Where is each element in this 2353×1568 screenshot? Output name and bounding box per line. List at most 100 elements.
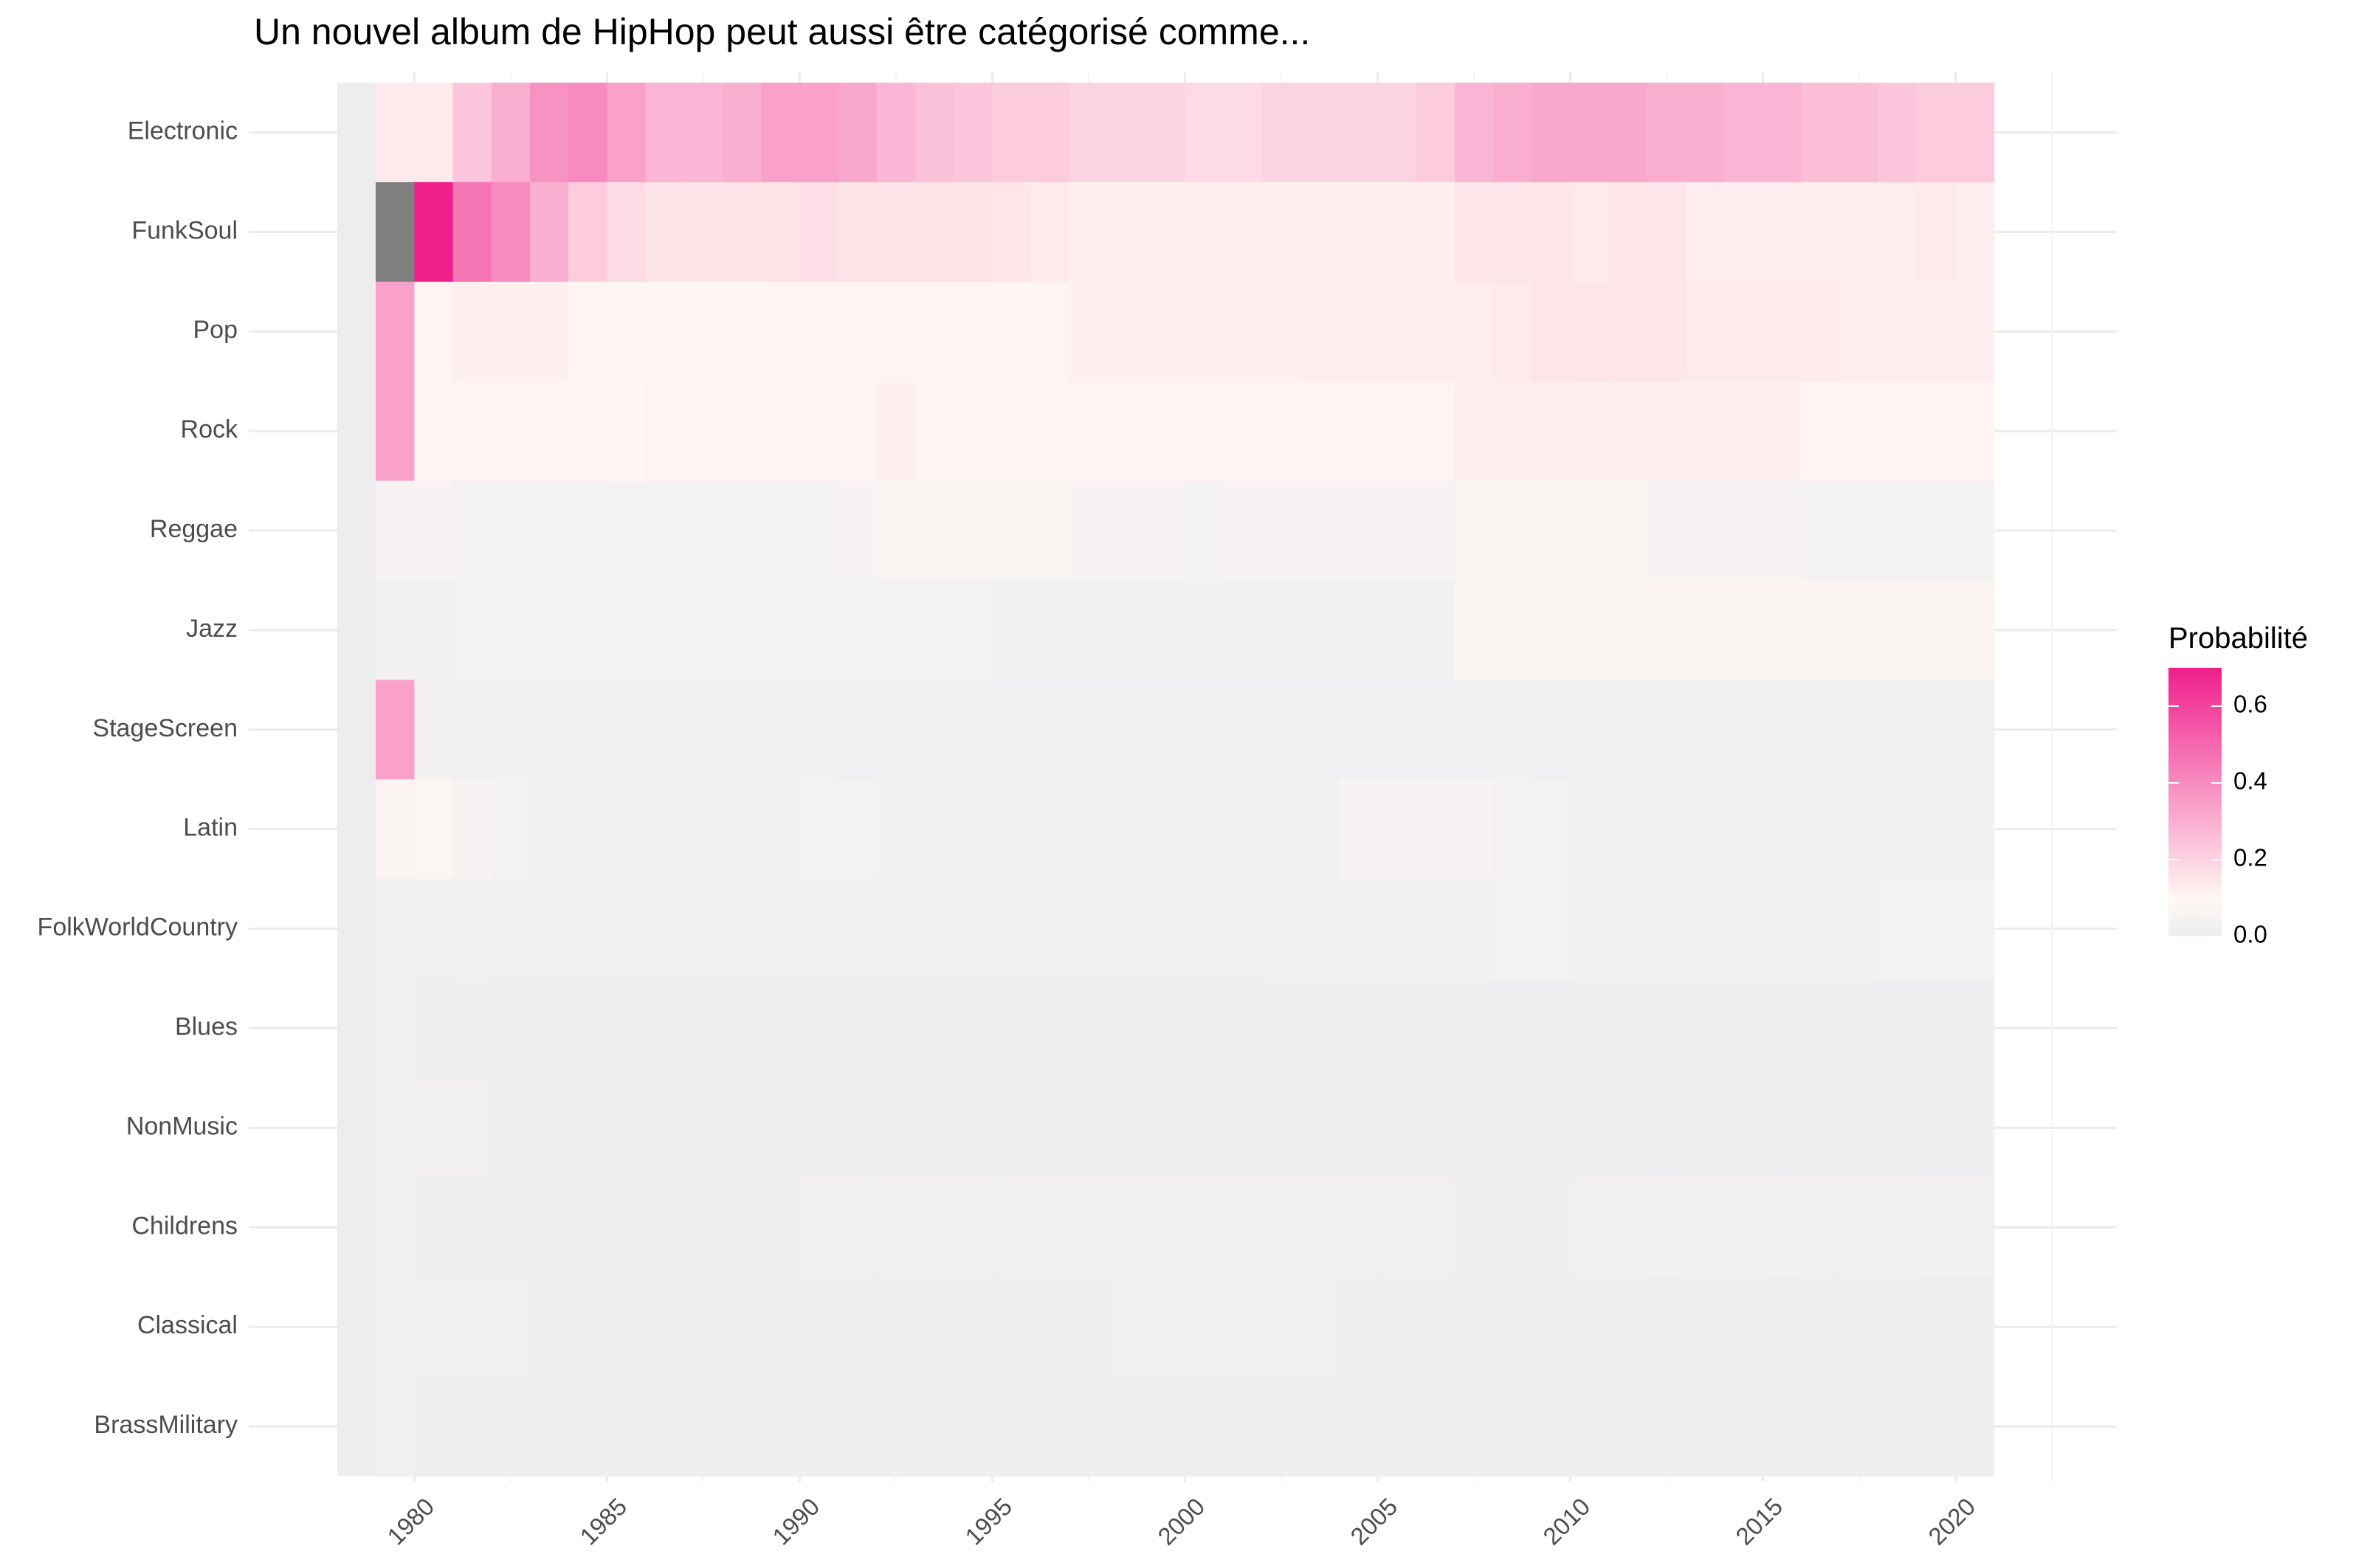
- heatmap-cell: [915, 1078, 954, 1178]
- heatmap-cell: [1917, 879, 1956, 979]
- heatmap-cell: [683, 580, 723, 680]
- heatmap-cell: [414, 680, 454, 780]
- y-tick-label: Pop: [193, 316, 238, 344]
- heatmap-cell: [1223, 1376, 1263, 1477]
- heatmap-cell: [1339, 580, 1378, 680]
- y-tick-label: BrassMilitary: [94, 1411, 238, 1439]
- heatmap-cell: [954, 83, 993, 183]
- heatmap-cell: [1801, 182, 1841, 283]
- heatmap-cell: [1570, 680, 1610, 780]
- heatmap-cell: [1839, 83, 1879, 183]
- heatmap-cell: [414, 879, 454, 979]
- heatmap-cell: [1454, 779, 1494, 880]
- heatmap-cell: [1917, 182, 1956, 283]
- heatmap-cell: [683, 1376, 723, 1477]
- heatmap-cell: [1839, 182, 1879, 283]
- heatmap-cell: [761, 1376, 800, 1477]
- heatmap-cell: [1570, 1277, 1610, 1378]
- heatmap-cell: [723, 480, 762, 581]
- heatmap-cell: [1030, 978, 1070, 1079]
- heatmap-cell: [1416, 779, 1455, 880]
- heatmap-cell: [1185, 480, 1224, 581]
- heatmap-cell: [452, 680, 492, 780]
- heatmap-cell: [1108, 580, 1147, 680]
- heatmap-cell: [1917, 1376, 1956, 1477]
- heatmap-cell: [1532, 182, 1571, 283]
- heatmap-cell: [1724, 1078, 1763, 1178]
- heatmap-cell: [1416, 381, 1455, 482]
- heatmap-cell: [1493, 580, 1532, 680]
- heatmap-cell: [954, 480, 993, 581]
- heatmap-cell: [761, 680, 800, 780]
- heatmap-cell: [1570, 580, 1610, 680]
- heatmap-cell: [1146, 1078, 1185, 1178]
- heatmap-cell: [1532, 281, 1571, 382]
- heatmap-cell: [1532, 1078, 1571, 1178]
- heatmap-cell: [1339, 281, 1378, 382]
- heatmap-cell: [954, 879, 993, 979]
- heatmap-cell: [1839, 1177, 1879, 1278]
- heatmap-cell: [1532, 1277, 1571, 1378]
- heatmap-cell: [1763, 1078, 1802, 1178]
- heatmap-cell: [452, 779, 492, 880]
- heatmap-cell: [1300, 978, 1340, 1079]
- heatmap-cell: [992, 879, 1032, 979]
- heatmap-cell: [1686, 281, 1725, 382]
- heatmap-cell: [1878, 182, 1918, 283]
- heatmap-cell: [1493, 779, 1532, 880]
- heatmap-cell: [1377, 879, 1417, 979]
- heatmap-cell: [452, 879, 492, 979]
- heatmap-cell: [1570, 381, 1610, 482]
- heatmap-cell: [376, 182, 415, 283]
- heatmap-cell: [1839, 281, 1879, 382]
- heatmap-cell: [1493, 1277, 1532, 1378]
- heatmap-cell: [1069, 480, 1109, 581]
- heatmap-cell: [1917, 779, 1956, 880]
- heatmap-cell: [1300, 381, 1340, 482]
- heatmap-cell: [1454, 680, 1494, 780]
- heatmap-cell: [1647, 1277, 1687, 1378]
- heatmap-cell: [645, 879, 685, 979]
- chart-title: Un nouvel album de HipHop peut aussi êtr…: [254, 11, 1311, 52]
- heatmap-cell: [1763, 879, 1802, 979]
- heatmap-cell: [1570, 83, 1610, 183]
- heatmap-cell: [1069, 1277, 1109, 1378]
- heatmap-cell: [1647, 580, 1687, 680]
- heatmap-cell: [1261, 480, 1301, 581]
- heatmap-cell: [838, 580, 878, 680]
- heatmap-cell: [1223, 580, 1263, 680]
- heatmap-cell: [1878, 1177, 1918, 1278]
- heatmap-cell: [761, 1078, 800, 1178]
- heatmap-cell: [1223, 1078, 1263, 1178]
- heatmap-cell: [1146, 381, 1185, 482]
- heatmap-cell: [1801, 1177, 1841, 1278]
- heatmap-cell: [838, 978, 878, 1079]
- heatmap-cell: [568, 1277, 607, 1378]
- heatmap-cell: [1801, 1078, 1841, 1178]
- heatmap-cell: [1917, 580, 1956, 680]
- heatmap-cell: [1377, 680, 1417, 780]
- heatmap-cell: [1185, 580, 1224, 680]
- heatmap-cell: [1955, 580, 1995, 680]
- heatmap-cell: [530, 182, 569, 283]
- heatmap-cell: [1261, 1177, 1301, 1278]
- heatmap-cell: [1223, 879, 1263, 979]
- heatmap-cell: [1185, 182, 1224, 283]
- heatmap-cell: [1493, 182, 1532, 283]
- heatmap-cell: [1185, 1376, 1224, 1477]
- heatmap-cell: [1801, 381, 1841, 482]
- heatmap-cell: [1839, 1376, 1879, 1477]
- heatmap-cell: [1030, 1277, 1070, 1378]
- heatmap-cell: [1608, 680, 1648, 780]
- heatmap-cell: [1454, 1078, 1494, 1178]
- heatmap-cell: [1570, 1078, 1610, 1178]
- heatmap-cell: [992, 1177, 1032, 1278]
- heatmap-cell: [1416, 1277, 1455, 1378]
- heatmap-cell: [607, 1078, 647, 1178]
- heatmap-cell: [1146, 83, 1185, 183]
- heatmap-cell: [1339, 1078, 1378, 1178]
- heatmap-cell: [376, 779, 415, 880]
- heatmap-cell: [683, 1277, 723, 1378]
- heatmap-cell: [1223, 83, 1263, 183]
